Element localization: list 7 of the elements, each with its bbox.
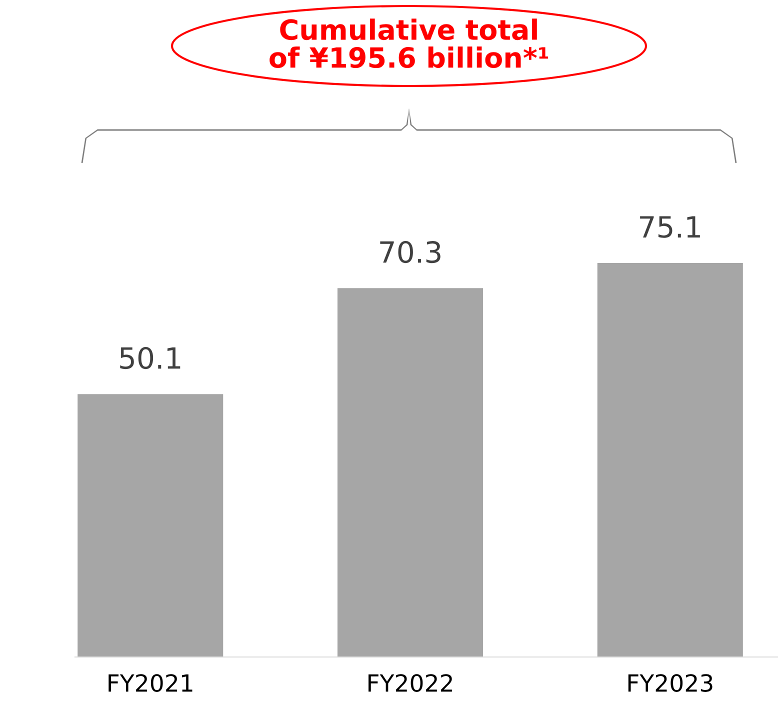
data-label: 75.1 [640, 216, 700, 238]
data-label: 50.1 [120, 347, 180, 370]
x-tick-label: FY2022 [368, 674, 452, 692]
data-label: 70.3 [380, 241, 440, 264]
x-tick-label: FY2021 [108, 674, 192, 692]
text: Cumulative total of ¥195.6 billion*¹ [270, 18, 548, 68]
x-tick-label: FY2023 [628, 674, 712, 692]
